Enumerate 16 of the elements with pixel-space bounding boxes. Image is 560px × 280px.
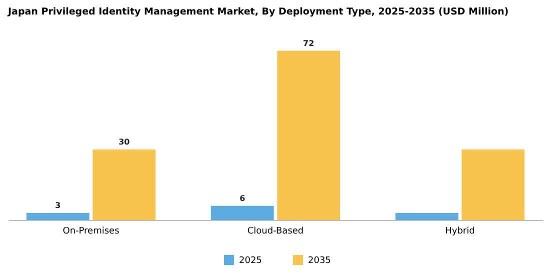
- bar: [462, 150, 525, 220]
- x-tick-label: Hybrid: [445, 226, 475, 236]
- legend-label: 2025: [239, 256, 262, 266]
- data-label: 30: [118, 138, 130, 146]
- bar: [395, 212, 458, 220]
- bar: [92, 150, 156, 220]
- x-tick-label: Cloud-Based: [247, 226, 304, 236]
- legend-label: 2035: [308, 256, 331, 266]
- data-label: 6: [240, 194, 246, 203]
- bar: [277, 50, 340, 220]
- data-label: 3: [55, 200, 61, 210]
- data-label: 72: [303, 38, 314, 48]
- bar: [210, 206, 274, 220]
- bar: [26, 212, 90, 220]
- chart-title: Japan Privileged Identity Management Market, By Deployment Type, 2025-2035 (USD Million): [7, 6, 509, 18]
- x-tick-label: On-Premises: [62, 226, 120, 236]
